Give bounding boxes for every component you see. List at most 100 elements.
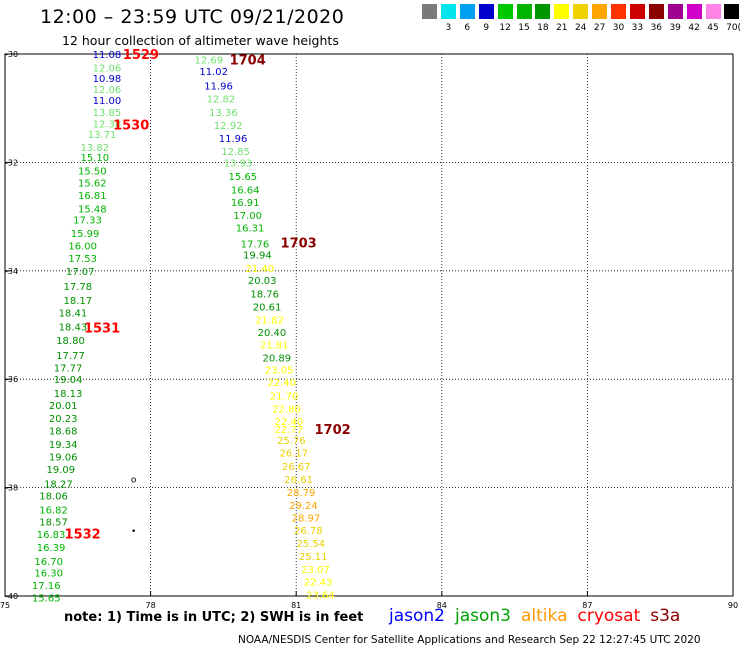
wave-height-value: 15.62 xyxy=(78,178,107,189)
legend-label: 15 xyxy=(518,23,530,33)
wave-height-value: 18.27 xyxy=(44,479,73,490)
legend-label: 33 xyxy=(631,23,644,33)
legend-label: 24 xyxy=(574,23,587,33)
wave-height-value: 16.39 xyxy=(37,543,66,554)
wave-height-value: 28.97 xyxy=(292,513,321,524)
wave-height-value: 19.06 xyxy=(49,453,78,464)
wave-height-value: 21.81 xyxy=(260,341,289,352)
satellite-legend: jason2 jason3 altika cryosat s3a xyxy=(389,606,690,626)
wave-height-value: 29.24 xyxy=(289,501,318,512)
wave-height-value: 22.77 xyxy=(275,425,304,436)
x-tick-label: 81 xyxy=(291,601,301,610)
wave-height-value: 16.83 xyxy=(37,530,66,541)
legend-label: 42 xyxy=(688,23,700,33)
time-label: 1532 xyxy=(65,528,101,543)
wave-height-value: 20.40 xyxy=(258,328,287,339)
wave-height-value: 17.78 xyxy=(63,282,92,293)
legend-label: 12 xyxy=(499,23,511,33)
wave-height-value: 12.85 xyxy=(221,147,250,158)
track-marker: • xyxy=(131,527,136,537)
wave-height-value: 18.76 xyxy=(250,290,279,301)
x-tick-label: 78 xyxy=(146,601,156,610)
wave-height-value: 15.48 xyxy=(78,204,107,215)
legend-swatch xyxy=(629,4,645,19)
wave-height-value: 17.76 xyxy=(241,240,270,251)
wave-height-value: 12.06 xyxy=(93,85,122,96)
wave-height-value: 11.96 xyxy=(219,134,248,145)
wave-height-value: 23.64 xyxy=(306,590,335,601)
time-label: 1703 xyxy=(281,237,317,252)
time-label: 1704 xyxy=(230,53,266,68)
wave-height-value: 11.02 xyxy=(199,67,228,78)
wave-height-value: 15.50 xyxy=(78,167,107,178)
wave-height-value: 22.43 xyxy=(304,577,333,588)
satellite-altika: altika xyxy=(521,606,568,626)
legend-swatch xyxy=(611,4,626,19)
wave-height-value: 26.61 xyxy=(284,475,313,486)
time-label: 1529 xyxy=(123,48,159,63)
y-tick-label: -34 xyxy=(5,267,18,276)
legend-swatch xyxy=(705,4,721,19)
wave-height-value: 28.79 xyxy=(287,488,316,499)
legend-swatch xyxy=(535,4,551,19)
satellite-jason2: jason2 xyxy=(389,606,445,626)
chart-title: 12:00 – 23:59 UTC 09/21/2020 xyxy=(40,6,345,28)
wave-height-value: 12.38 xyxy=(93,119,122,130)
legend-label: 18 xyxy=(537,23,549,33)
wave-height-value: 19.09 xyxy=(46,465,75,476)
wave-height-value: 25.76 xyxy=(277,436,306,447)
y-tick-label: -40 xyxy=(5,592,18,601)
legend-unit: (ft) xyxy=(729,23,740,33)
wave-height-value: 20.03 xyxy=(248,276,277,287)
track-marker: o xyxy=(131,475,137,485)
wave-height-value: 12.82 xyxy=(207,94,236,105)
wave-height-value: 21.70 xyxy=(270,391,299,402)
wave-height-value: 19.94 xyxy=(243,251,272,262)
credit-line: NOAA/NESDIS Center for Satellite Applica… xyxy=(238,634,701,646)
y-tick-label: -30 xyxy=(5,50,18,59)
x-tick-label: 84 xyxy=(437,601,447,610)
legend-swatch xyxy=(459,4,475,19)
y-tick-label: -32 xyxy=(5,158,18,167)
wave-height-value: 11.00 xyxy=(93,96,122,107)
wave-height-value: 20.23 xyxy=(49,414,78,425)
wave-height-value: 20.61 xyxy=(253,303,282,314)
wave-height-value: 21.82 xyxy=(255,316,284,327)
wave-height-value: 16.91 xyxy=(231,198,260,209)
wave-height-value: 20.01 xyxy=(49,401,78,412)
legend-swatch xyxy=(724,4,740,19)
chart-subtitle: 12 hour collection of altimeter wave hei… xyxy=(62,33,339,48)
wave-height-value: 16.00 xyxy=(68,241,97,252)
time-label: 1531 xyxy=(84,322,120,337)
wave-height-value: 26.78 xyxy=(294,526,323,537)
satellite-s3a: s3a xyxy=(650,606,681,626)
legend-label: 70 xyxy=(726,23,738,33)
x-tick-label: 75 xyxy=(0,601,10,610)
wave-height-value: 12.92 xyxy=(214,121,243,132)
legend-swatch xyxy=(422,4,437,19)
legend-swatch xyxy=(648,4,664,19)
wave-height-value: 11.08 xyxy=(93,50,122,61)
wave-height-value: 25.11 xyxy=(299,552,328,563)
wave-height-value: 13.85 xyxy=(93,108,122,119)
wave-height-value: 15.99 xyxy=(71,229,100,240)
wave-height-value: 18.41 xyxy=(59,309,88,320)
wave-height-value: 18.80 xyxy=(56,336,85,347)
legend-label: 30 xyxy=(612,23,625,33)
legend-label: 21 xyxy=(556,23,568,33)
wave-height-value: 20.89 xyxy=(262,354,291,365)
wave-height-value: 13.71 xyxy=(88,130,117,141)
wave-height-value: 16.64 xyxy=(231,186,260,197)
satellite-cryosat: cryosat xyxy=(577,606,641,626)
legend-swatch xyxy=(554,4,570,19)
wave-height-value: 18.06 xyxy=(39,492,68,503)
wave-height-value: 12.69 xyxy=(195,55,224,66)
wave-height-value: 25.54 xyxy=(296,539,325,550)
wave-height-value: 15.65 xyxy=(32,594,61,605)
wave-height-value: 19.34 xyxy=(49,440,78,451)
time-label: 1702 xyxy=(315,423,351,438)
legend-swatch xyxy=(573,4,589,19)
wave-height-value: 16.82 xyxy=(39,505,68,516)
wave-height-value: 18.68 xyxy=(49,427,78,438)
wave-height-value: 16.81 xyxy=(78,191,107,202)
